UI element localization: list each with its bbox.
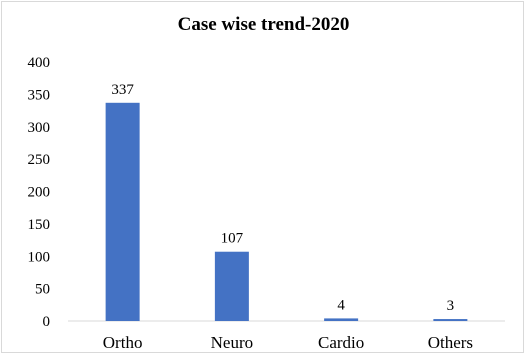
category-label-neuro: Neuro bbox=[211, 333, 253, 352]
data-label-others: 3 bbox=[447, 298, 455, 314]
data-label-cardio: 4 bbox=[337, 297, 345, 313]
data-label-ortho: 337 bbox=[111, 82, 134, 98]
y-tick-label: 0 bbox=[43, 314, 51, 330]
category-label-others: Others bbox=[428, 333, 473, 352]
y-tick-label: 250 bbox=[28, 152, 51, 168]
y-tick-label: 300 bbox=[28, 120, 51, 136]
bar-others bbox=[433, 319, 468, 321]
bar-neuro bbox=[214, 251, 249, 321]
chart-title: Case wise trend-2020 bbox=[177, 14, 350, 35]
y-tick-label: 150 bbox=[28, 217, 51, 233]
y-tick-label: 100 bbox=[28, 249, 51, 265]
bar-ortho bbox=[105, 102, 140, 321]
y-tick-label: 350 bbox=[28, 87, 51, 103]
bar-cardio bbox=[324, 318, 359, 321]
category-label-ortho: Ortho bbox=[103, 333, 143, 352]
y-tick-label: 200 bbox=[28, 185, 51, 201]
y-tick-label: 400 bbox=[28, 55, 51, 71]
data-label-neuro: 107 bbox=[221, 231, 244, 247]
y-tick-label: 50 bbox=[35, 282, 50, 298]
category-label-cardio: Cardio bbox=[318, 333, 364, 352]
